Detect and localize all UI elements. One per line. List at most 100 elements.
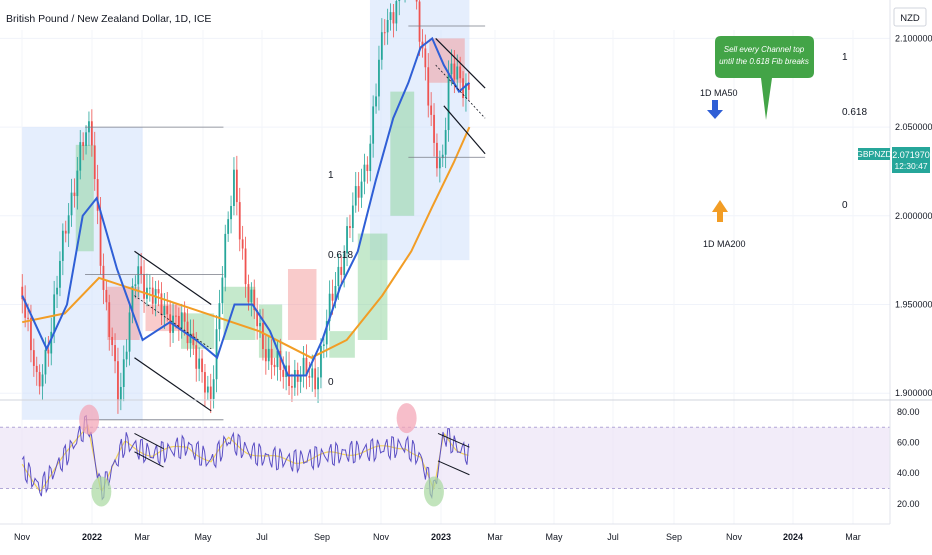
rsi-band [0,427,890,489]
candle-body [163,306,166,316]
rsi-oversold-marker [91,476,112,507]
time-tick-label: 2022 [82,532,102,542]
candle-body [398,0,401,2]
candle-body [143,273,145,299]
fib-left-0: 0 [328,377,334,388]
candle-body [166,306,169,315]
candle-body [238,202,241,240]
candle-body [44,349,47,375]
candle-body [438,158,441,169]
candle-body [433,114,435,143]
callout-line-1: Sell every Channel top [724,45,805,54]
candle-body [35,365,38,373]
candle-body [183,312,186,322]
symbol-tag [858,148,890,160]
candle-body [198,358,201,369]
candle-body [140,266,143,274]
ma200-label: 1D MA200 [703,239,746,249]
candle-body [267,348,270,362]
candle-body [465,83,467,99]
time-tick-label: Mar [845,532,861,542]
candle-body [378,59,380,97]
candle-body [276,350,279,368]
candle-body [302,357,305,376]
candle-body [125,351,128,360]
candle-body [337,266,340,286]
candle-body [360,181,363,198]
time-tick-label: Nov [373,532,390,542]
ichimoku-cloud [357,233,388,340]
candle-body [441,154,444,159]
rsi-channel-line [437,432,470,448]
rsi-tick-label: 60.00 [897,438,920,448]
symbol-tag-label: GBPNZD [856,149,891,159]
time-tick-label: Nov [14,532,31,542]
candle-body [137,266,140,285]
candle-body [343,253,346,275]
candle-body [38,372,41,387]
candle-body [59,260,61,288]
candle-body [270,348,273,365]
candle-body [67,215,70,234]
candle-body [354,186,357,206]
candle-body [450,63,453,75]
candle-body [114,345,116,362]
candle-body [56,287,58,295]
candle-body [415,0,418,2]
candle-body [262,322,264,350]
fib-right-0618: 0.618 [842,107,867,118]
rsi-overbought-marker [396,403,417,434]
candle-body [264,349,267,362]
channel-left-top [134,250,212,305]
candle-body [279,350,282,371]
candle-body [273,364,276,368]
candle-body [334,285,337,301]
price-tick-label: 1.950000 [895,300,932,310]
rsi-channel-line [134,432,164,450]
candle-body [331,293,334,301]
candle-body [96,179,99,211]
price-tag-countdown: 12:30:47 [894,161,927,171]
candle-body [317,377,319,390]
candle-body [340,266,343,275]
candle-body [383,32,386,34]
candle-body [444,130,447,155]
candle-body [169,314,172,333]
rsi-oversold-marker [423,476,444,507]
rsi-channel-line [134,451,164,468]
candle-body [235,169,238,203]
candle-body [308,376,311,378]
candle-body [357,186,360,198]
candle-body [192,333,195,346]
candle-body [189,333,192,344]
candle-body [328,293,331,322]
candle-body [209,386,212,399]
candle-body [215,329,218,380]
candle-body [201,358,203,373]
ichimoku-cloud [223,286,256,340]
price-tag-value: 2.071970 [892,150,930,160]
currency-button[interactable] [893,7,927,27]
channel-right-top [435,37,486,89]
candle-body [221,277,224,304]
candle-body [447,74,450,131]
rsi-tick-label: 20.00 [897,499,920,509]
candle-body [160,293,163,316]
rsi-tick-label: 80.00 [897,407,920,417]
candle-body [73,192,76,197]
candle-body [386,19,389,33]
candle-body [82,142,85,146]
candle-body [32,350,35,366]
fib-right-0: 0 [842,200,848,211]
time-tick-label: May [194,532,212,542]
candle-body [430,105,433,115]
candle-body [256,310,259,327]
channel-left-mid [134,295,212,350]
candle-body [76,170,79,197]
candle-body [325,321,328,345]
candle-body [108,302,111,337]
currency-label: NZD [900,13,920,24]
time-tick-label: 2023 [431,532,451,542]
candle-body [122,359,125,387]
